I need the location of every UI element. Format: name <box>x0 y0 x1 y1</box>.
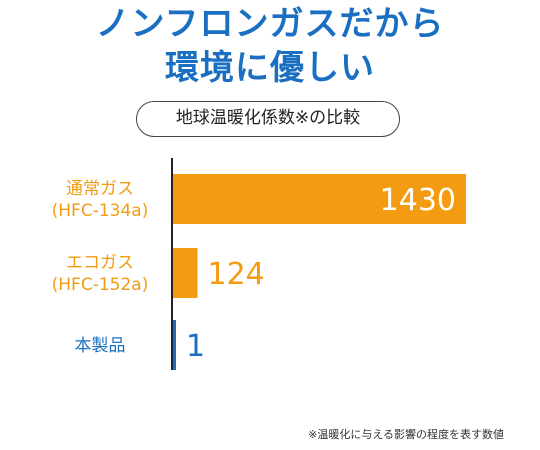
category-label-1-1: (HFC-152a) <box>52 275 149 295</box>
headline-line-1: ノンフロンガスだから <box>95 4 445 44</box>
category-label-2-0: 本製品 <box>75 336 126 356</box>
value-label-1: 124 <box>207 257 264 292</box>
category-label-1-0: エコガス <box>66 253 134 273</box>
category-label-0-0: 通常ガス <box>66 179 134 199</box>
category-label-0-1: (HFC-134a) <box>52 201 149 221</box>
headline-line-2: 環境に優しい <box>165 48 375 88</box>
bar-1 <box>172 248 198 298</box>
footnote: ※温暖化に与える影響の程度を表す数値 <box>308 428 504 441</box>
chart-title-pill: 地球温暖化係数※の比較 <box>136 101 400 137</box>
gwp-bar-chart: 通常ガス(HFC-134a) 1430 エコガス(HFC-152a) 124 本製品 1 <box>52 158 466 370</box>
value-label-0: 1430 <box>380 183 456 218</box>
bar-2 <box>172 320 176 370</box>
bar-0 <box>172 174 466 224</box>
value-label-2: 1 <box>186 329 205 364</box>
